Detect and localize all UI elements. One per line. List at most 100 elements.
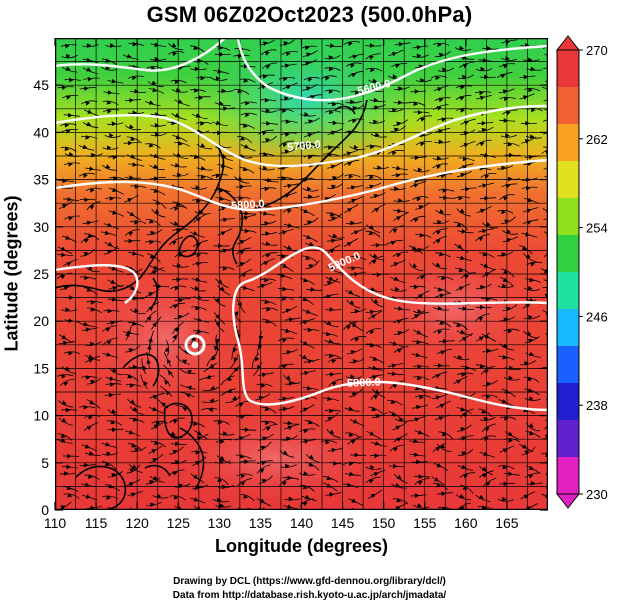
streamline (543, 252, 548, 258)
streamline-arrow (435, 262, 441, 267)
streamline (218, 432, 235, 436)
x-tick-label: 115 (85, 515, 108, 531)
streamline (260, 258, 276, 266)
streamline-arrow (413, 101, 419, 106)
streamline (171, 113, 187, 120)
streamline (500, 57, 518, 61)
streamline-arrow (283, 96, 289, 101)
streamline-arrow (369, 43, 375, 48)
streamline-arrow (330, 266, 336, 271)
streamline (412, 404, 428, 409)
streamline-arrow (327, 396, 332, 402)
streamline-arrow (457, 354, 463, 360)
streamline-arrow (151, 80, 157, 86)
streamline-arrow (106, 451, 111, 456)
y-tick-label: 0 (41, 502, 49, 518)
streamline (365, 466, 382, 470)
streamline-arrow (130, 399, 136, 404)
streamline (523, 88, 541, 92)
streamline-arrow (213, 345, 219, 351)
streamline (411, 309, 425, 320)
streamline-arrow (132, 417, 138, 422)
streamline-arrow (375, 243, 381, 248)
streamline-arrow (331, 447, 337, 453)
streamline-arrow (347, 161, 353, 166)
streamline-arrow (419, 232, 425, 238)
streamline (482, 477, 497, 487)
streamline (303, 195, 320, 199)
streamline-arrow (90, 307, 96, 312)
streamline (433, 328, 450, 334)
streamline (460, 365, 477, 372)
streamline-arrow (527, 285, 533, 291)
streamline (128, 163, 145, 167)
streamline (237, 477, 252, 487)
streamline (542, 436, 548, 440)
streamline-arrow (240, 136, 246, 141)
streamline-arrow (209, 398, 215, 403)
streamline (541, 149, 548, 155)
streamline-arrow (436, 230, 441, 235)
streamline-arrow (459, 45, 464, 51)
streamline (432, 42, 450, 46)
streamline-arrow (347, 242, 352, 247)
streamline-arrow (370, 287, 376, 292)
streamline-arrow (415, 405, 421, 410)
streamline-arrow (486, 46, 492, 51)
streamline-arrow (502, 496, 507, 502)
streamline (526, 482, 543, 485)
streamline-arrow (200, 174, 206, 180)
streamline (438, 67, 455, 72)
streamline-arrow (370, 493, 376, 499)
streamline-arrow (437, 42, 442, 47)
streamline (342, 321, 358, 331)
streamline-arrow (83, 321, 89, 327)
streamline-arrow (328, 55, 334, 60)
streamline-arrow (354, 255, 360, 260)
streamline (324, 340, 341, 345)
streamline-arrow (130, 285, 135, 290)
streamline-arrow (286, 85, 291, 90)
streamline (126, 154, 143, 161)
streamline (102, 147, 119, 150)
streamline (431, 371, 448, 379)
streamline-arrow (107, 308, 113, 314)
streamline-arrow (307, 327, 313, 333)
streamline (387, 149, 404, 155)
streamline-arrow (310, 287, 316, 292)
streamline-arrow (129, 383, 135, 388)
streamline (344, 407, 361, 412)
streamline-arrow (459, 494, 465, 499)
streamline (191, 277, 208, 283)
streamline-arrow (152, 458, 157, 463)
streamline (459, 472, 476, 478)
streamline (413, 169, 430, 173)
streamline-arrow (261, 479, 267, 484)
streamline (523, 376, 540, 383)
streamline (414, 475, 431, 478)
streamline-arrow (328, 339, 334, 344)
streamline (189, 89, 206, 92)
streamline-arrow (129, 98, 134, 103)
streamline-arrow (350, 350, 356, 355)
streamline (236, 247, 252, 255)
streamline-arrow (348, 432, 354, 437)
streamline-arrow (416, 330, 422, 335)
streamline (497, 498, 514, 502)
streamline (542, 310, 548, 314)
streamline-arrow (508, 471, 513, 476)
streamline-arrow (86, 121, 92, 127)
streamline (61, 409, 78, 411)
streamline (415, 79, 432, 83)
streamline-arrow (306, 52, 311, 57)
streamline-arrow (374, 132, 380, 137)
streamline-arrow (305, 255, 311, 260)
streamline-arrow (529, 396, 534, 401)
streamline-arrow (354, 230, 359, 235)
streamline-arrow (395, 63, 400, 69)
streamline (502, 230, 519, 235)
colorbar-segment (557, 87, 579, 125)
streamline (458, 157, 475, 162)
streamline-arrow (436, 220, 442, 225)
streamline-arrow (332, 120, 338, 126)
